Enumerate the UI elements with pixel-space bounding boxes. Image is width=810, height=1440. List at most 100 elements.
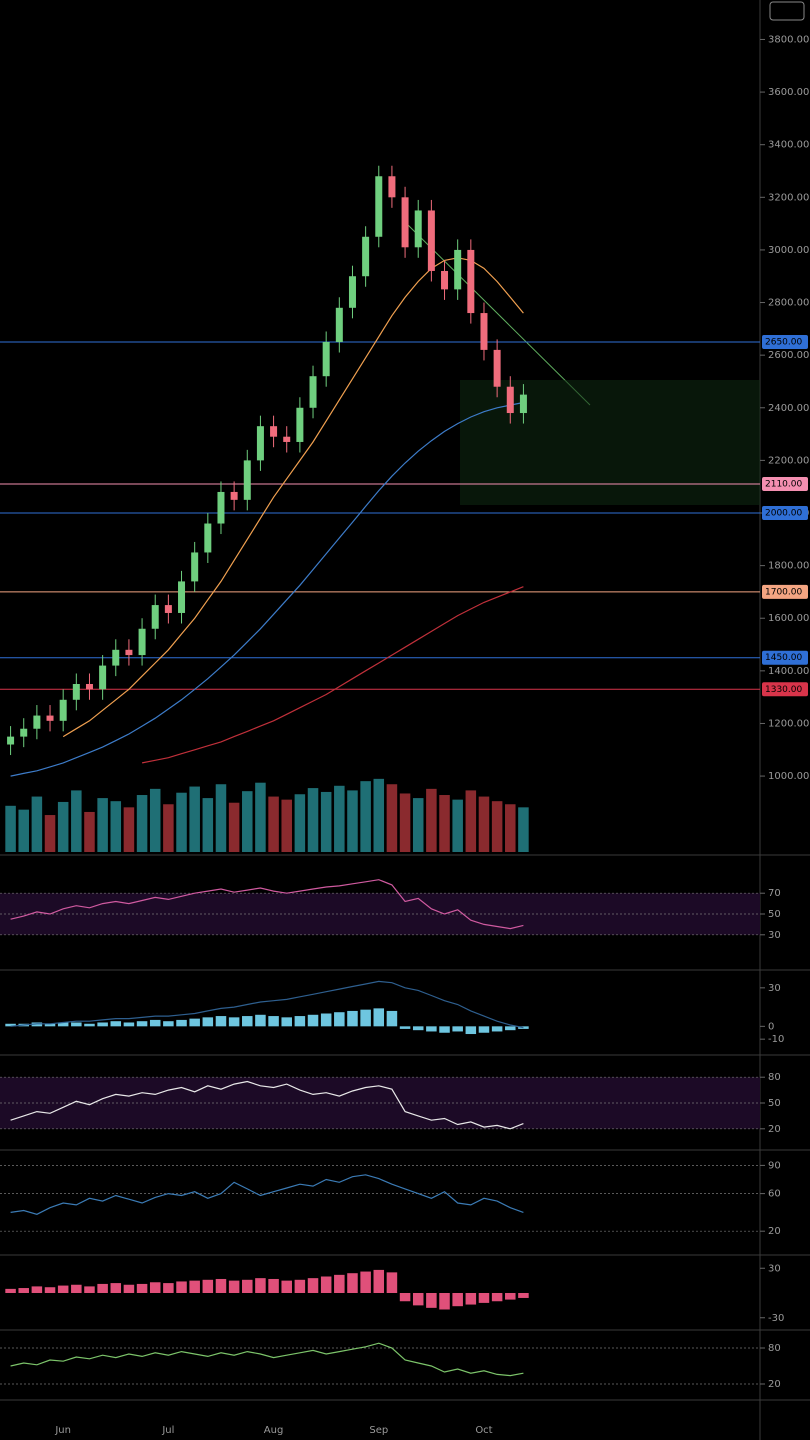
bar	[294, 1016, 306, 1027]
bar	[176, 792, 187, 852]
candle-body	[72, 684, 80, 700]
bar	[518, 807, 529, 852]
candle-body	[204, 523, 212, 553]
bar	[149, 788, 161, 852]
y-tick-label: 90	[768, 1160, 781, 1171]
price-level-label: 2110.00	[765, 480, 802, 490]
candle-body	[441, 270, 449, 290]
price-level-tag	[762, 682, 808, 697]
candle-body	[506, 386, 514, 414]
price-level-tag	[762, 335, 808, 349]
bar	[281, 1280, 292, 1293]
bar	[412, 1026, 424, 1031]
bar	[31, 1022, 43, 1027]
bar	[71, 1284, 82, 1293]
bar	[163, 1021, 174, 1027]
bar	[268, 1278, 279, 1293]
bar	[123, 1022, 135, 1027]
candle-body	[59, 699, 67, 721]
price-level-tag	[762, 650, 808, 665]
bar	[334, 1012, 345, 1027]
bar	[399, 793, 411, 852]
bar	[412, 798, 424, 852]
y-tick-label: 0	[768, 1021, 774, 1032]
bar	[465, 790, 477, 852]
bar	[320, 791, 332, 852]
candle-body	[46, 715, 54, 721]
bar	[84, 1023, 95, 1027]
bar	[57, 801, 69, 852]
y-tick-label: 20	[768, 1379, 781, 1390]
bar	[163, 804, 174, 852]
candle-body	[270, 426, 278, 437]
x-tick-label: Aug	[264, 1425, 284, 1436]
candle-body	[427, 210, 435, 271]
bar	[202, 1017, 214, 1027]
bar	[386, 1010, 398, 1027]
bar	[439, 1293, 450, 1310]
bar	[84, 1286, 95, 1293]
series-line	[10, 1342, 524, 1377]
y-tick-label: 20	[768, 1226, 781, 1237]
bar	[228, 1280, 240, 1293]
candle-body	[493, 349, 501, 387]
y-tick-label: 1400.00	[768, 666, 809, 677]
bar	[412, 1293, 424, 1306]
candle-body	[99, 665, 107, 690]
bar	[478, 796, 490, 852]
bar	[360, 781, 371, 852]
candle-body	[401, 197, 409, 248]
trend-line	[407, 224, 591, 406]
bar	[136, 1021, 148, 1027]
price-level-label: 1450.00	[765, 653, 802, 663]
bar	[44, 1023, 56, 1027]
series-line	[10, 401, 524, 777]
bar	[386, 1272, 398, 1293]
price-level-label: 2000.00	[765, 509, 802, 519]
candle-body	[414, 210, 422, 248]
candle-body	[454, 249, 462, 290]
settings-button[interactable]	[769, 1, 805, 21]
bar	[215, 1278, 227, 1293]
bar	[426, 1026, 437, 1032]
candle-body	[33, 715, 41, 729]
bar	[518, 1026, 529, 1029]
bar	[307, 1278, 319, 1293]
bar	[360, 1009, 371, 1027]
y-tick-label: 1000.00	[768, 771, 809, 782]
x-tick-label: Jun	[54, 1425, 71, 1436]
bar	[255, 782, 266, 852]
bar	[176, 1019, 187, 1027]
bar	[491, 801, 503, 852]
bar	[452, 1026, 463, 1032]
bar	[136, 795, 148, 852]
candle-body	[362, 236, 370, 277]
candle-body	[230, 491, 238, 500]
bar	[307, 1014, 319, 1027]
candle-body	[191, 552, 199, 582]
bar	[5, 1023, 16, 1027]
bar	[57, 1022, 69, 1027]
x-tick-label: Jul	[161, 1425, 174, 1436]
candle-body	[112, 649, 120, 666]
candle-body	[348, 276, 356, 308]
y-tick-label: 50	[768, 909, 781, 920]
price-level-tag	[762, 584, 808, 599]
candle-body	[164, 605, 172, 613]
x-tick-label: Oct	[475, 1425, 492, 1436]
bar	[281, 799, 292, 852]
candle-body	[7, 736, 15, 745]
y-tick-label: 1800.00	[768, 561, 809, 572]
bar	[163, 1283, 174, 1293]
bar	[465, 1293, 477, 1305]
bar	[44, 1287, 56, 1293]
y-tick-label: -10	[768, 1034, 784, 1045]
series-line	[141, 586, 524, 764]
x-tick-label: Sep	[369, 1425, 388, 1436]
bar	[242, 1016, 253, 1027]
bar	[97, 798, 108, 852]
bar	[149, 1282, 161, 1293]
candle-body	[151, 605, 159, 629]
bar	[18, 809, 29, 852]
y-tick-label: 30	[768, 1263, 781, 1274]
